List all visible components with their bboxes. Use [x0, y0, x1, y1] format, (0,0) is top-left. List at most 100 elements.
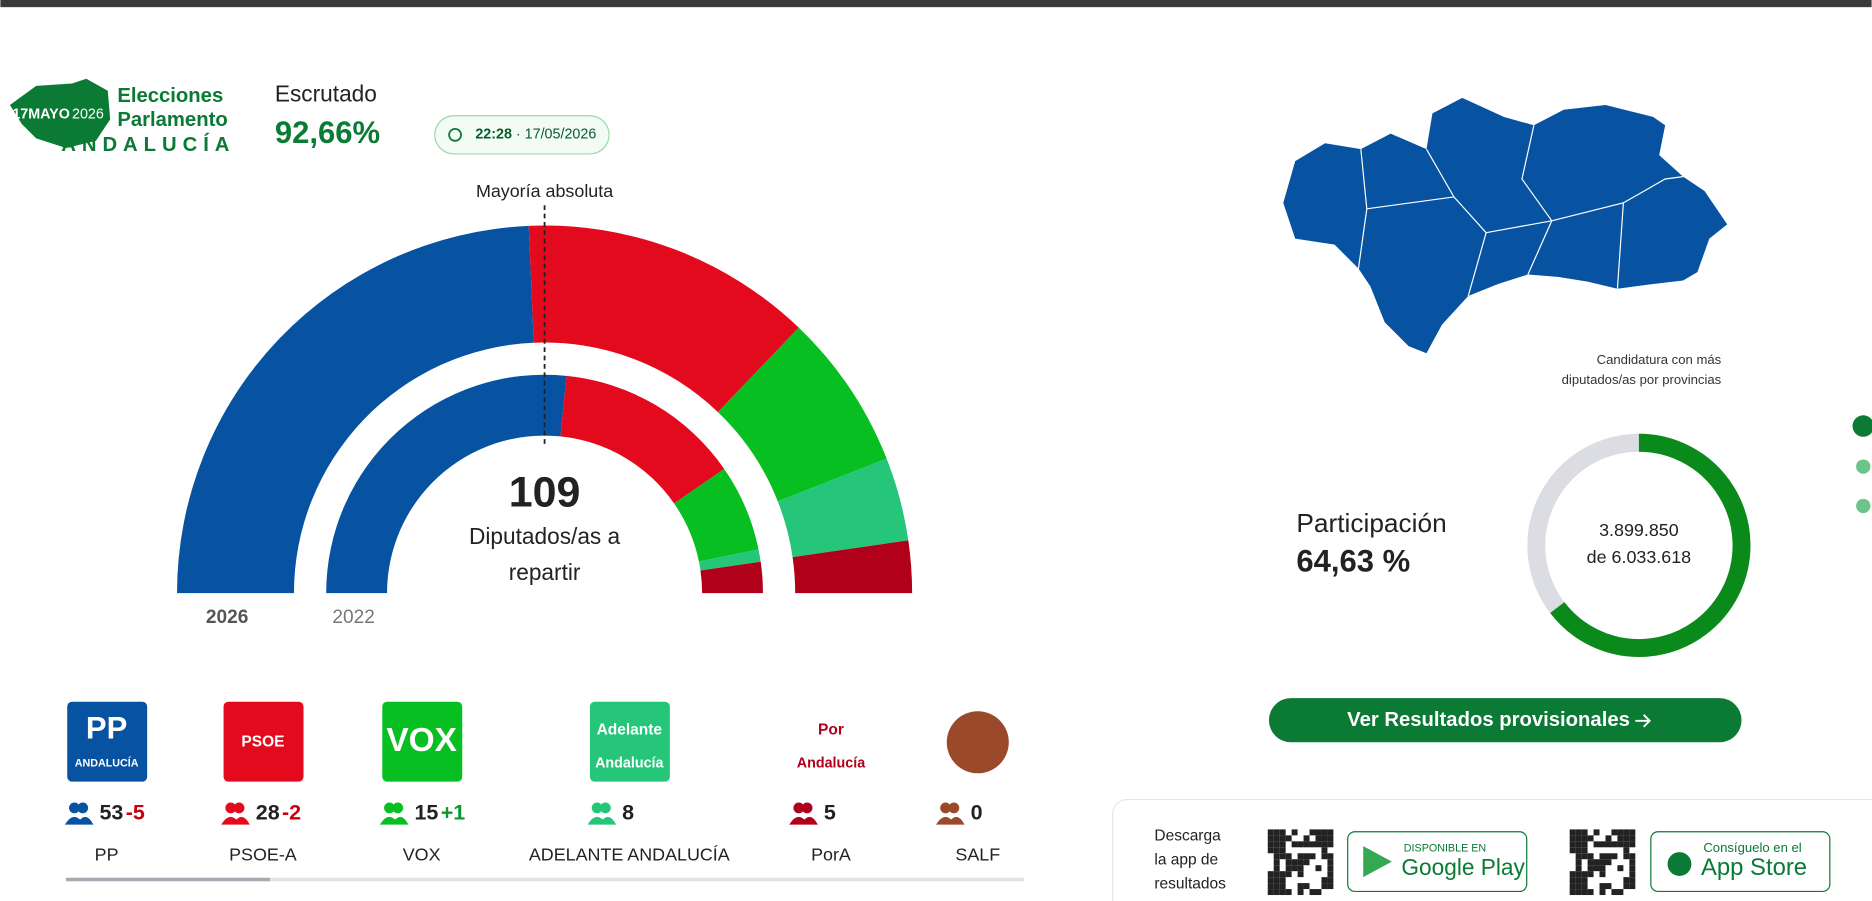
seat-arc[interactable]	[560, 375, 725, 504]
total-caption: repartir	[509, 559, 581, 585]
qr-cell	[1297, 853, 1304, 860]
time-pill	[434, 115, 610, 155]
party-seats: 8	[622, 801, 634, 825]
qr-cell	[1303, 883, 1310, 890]
qr-cell	[1273, 841, 1280, 848]
qr-cell	[1587, 871, 1594, 878]
qr-cell	[1327, 883, 1334, 890]
qr-cell	[1629, 865, 1636, 872]
seat-icon	[948, 802, 960, 814]
app-store-button[interactable]	[1650, 831, 1831, 893]
qr-cell	[1273, 877, 1280, 884]
qr-cell	[1285, 835, 1292, 842]
qr-cell	[1605, 835, 1612, 842]
clock-icon	[448, 127, 462, 142]
border	[1521, 125, 1553, 275]
seat-change: -2	[282, 801, 301, 825]
seat-icon	[789, 816, 818, 825]
logo-line: Parlamento	[117, 109, 227, 131]
total-seats: 109	[509, 469, 581, 517]
qr-cell	[1273, 847, 1280, 854]
qr-cell	[1623, 883, 1630, 890]
qr-cell	[1605, 859, 1612, 866]
qr-cell	[1315, 841, 1322, 848]
qr-cell	[1611, 841, 1618, 848]
party-name: ADELANTE ANDALUCÍA	[529, 844, 730, 864]
party-logo[interactable]	[382, 701, 463, 782]
qr-cell	[1267, 829, 1274, 836]
qr-cell	[1569, 877, 1576, 884]
seat-arc[interactable]	[528, 225, 799, 413]
seat-arc[interactable]	[700, 561, 763, 594]
qr-cell	[1575, 865, 1582, 872]
qr-cell	[1599, 889, 1606, 896]
page-dot[interactable]	[1852, 415, 1872, 437]
qr-cell	[1303, 835, 1310, 842]
qr-cell	[1581, 877, 1588, 884]
qr-cell	[1321, 841, 1328, 848]
qr-cell	[1279, 883, 1286, 890]
seat-icon	[940, 802, 951, 814]
google-play-button[interactable]	[1347, 831, 1528, 893]
qr-cell	[1617, 829, 1624, 836]
page-dot[interactable]	[1856, 498, 1871, 514]
logo-text: PSOE	[241, 733, 284, 750]
party-logo[interactable]	[946, 711, 1009, 774]
qr-cell	[1569, 889, 1576, 896]
qr-cell	[1593, 841, 1600, 848]
seat-arc[interactable]	[792, 540, 913, 594]
seat-arc[interactable]	[326, 374, 567, 594]
majority-label: Mayoría absoluta	[476, 181, 613, 201]
qr-cell	[1309, 829, 1316, 836]
scrutiny-label: Escrutado	[275, 80, 377, 106]
party-logo[interactable]	[223, 701, 304, 782]
qr-cell	[1593, 865, 1600, 872]
party-logo[interactable]	[589, 701, 670, 782]
seat-arc[interactable]	[674, 468, 759, 562]
page-dot[interactable]	[1856, 459, 1871, 474]
qr-cell	[1569, 847, 1576, 854]
qr-cell	[1575, 847, 1582, 854]
seat-arc[interactable]	[698, 549, 761, 571]
app-text: resultados	[1154, 875, 1226, 892]
qr-cell	[1617, 865, 1624, 872]
seat-change: -5	[126, 801, 145, 825]
qr-cell	[1611, 829, 1618, 836]
qr-cell	[1285, 871, 1292, 878]
total-caption: Diputados/as a	[469, 523, 621, 549]
qr-cell	[1291, 829, 1298, 836]
party-name: PorA	[811, 844, 851, 864]
seat-arc[interactable]	[777, 458, 909, 558]
qr-cell	[1291, 865, 1298, 872]
qr-cell	[1315, 865, 1322, 872]
qr-cell	[1569, 871, 1576, 878]
logo-year: 2026	[72, 106, 104, 122]
qr-cell	[1617, 889, 1624, 896]
apple-icon	[1667, 852, 1692, 876]
date: · 17/05/2026	[516, 127, 596, 143]
results-button[interactable]	[1268, 698, 1742, 743]
seat-arc[interactable]	[177, 225, 534, 594]
border	[1425, 148, 1487, 297]
qr-cell	[1297, 859, 1304, 866]
seat-arc[interactable]	[717, 327, 887, 502]
qr-cell	[1279, 847, 1286, 854]
seat-icon	[384, 802, 395, 814]
party-logo[interactable]	[67, 701, 148, 782]
map-andalucia[interactable]	[1283, 97, 1728, 354]
qr-cell	[1575, 853, 1582, 860]
logo-text: VOX	[386, 722, 457, 759]
qr-cell	[1611, 889, 1618, 896]
qr-cell	[1599, 859, 1606, 866]
qr-cell	[1267, 889, 1274, 896]
border	[1616, 202, 1624, 289]
logo-region: ANDALUCÍA	[61, 133, 235, 156]
qr-cell	[1309, 841, 1316, 848]
qr-cell	[1623, 877, 1630, 884]
participation-title: Participación	[1296, 508, 1446, 538]
app-text: la app de	[1154, 852, 1218, 869]
qr-cell	[1279, 877, 1286, 884]
